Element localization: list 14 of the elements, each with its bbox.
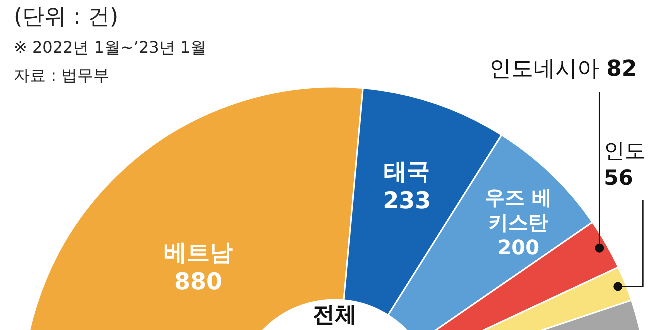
slice-label: 인도	[604, 139, 646, 163]
data-label: 233	[383, 188, 432, 214]
data-label: 200	[498, 236, 540, 260]
slice-label: 태국	[384, 159, 430, 186]
slice-label: 우즈 베키스탄	[485, 186, 552, 235]
chart-title: (단위 : 건)	[14, 4, 119, 32]
text: 전체	[312, 302, 358, 330]
data-label: 880	[174, 268, 222, 295]
slice-label: 인도네시아	[490, 57, 600, 82]
text: ※ 2022년 1월~’23년 1월	[14, 38, 207, 59]
data-label: 82	[606, 57, 638, 82]
data-label: 56	[604, 166, 634, 190]
text: 자료 : 법무부	[14, 66, 110, 87]
slice-label: 베트남	[164, 240, 233, 266]
